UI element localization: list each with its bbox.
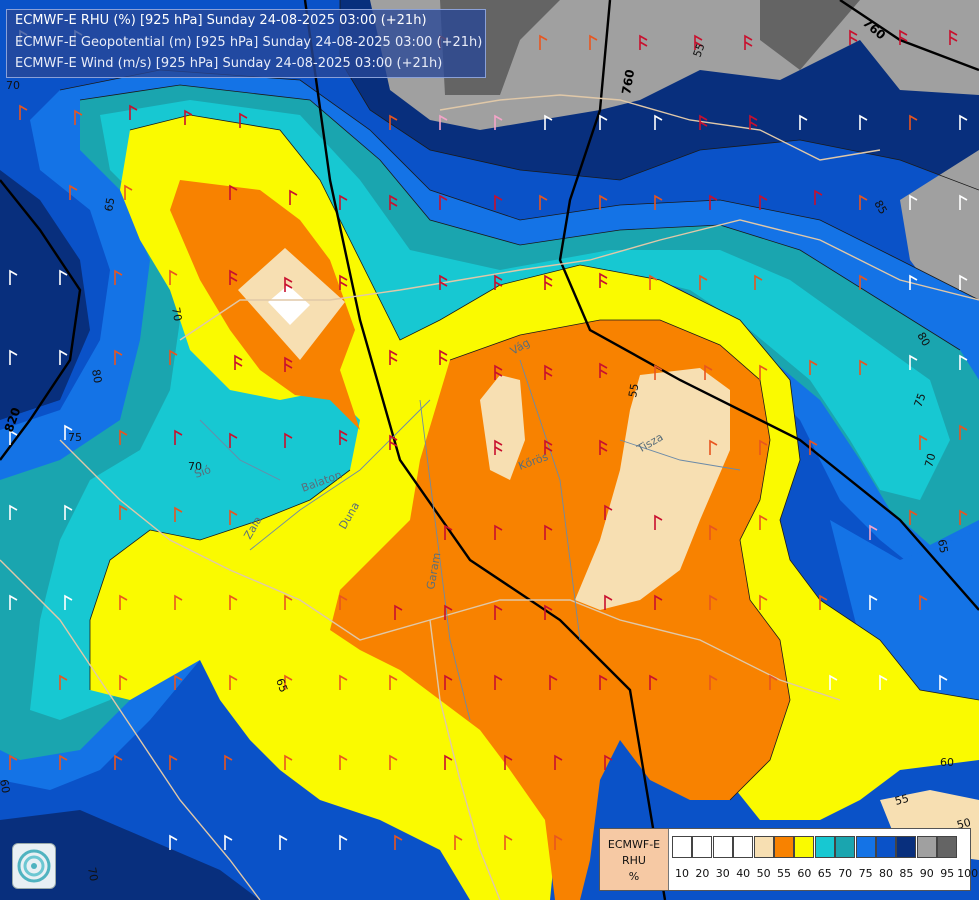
river-label: Garam	[424, 552, 443, 591]
geopotential-label: 760	[619, 68, 637, 95]
legend-swatch	[794, 836, 815, 858]
legend-swatches	[672, 836, 960, 858]
ecmwf-logo	[12, 843, 56, 889]
legend-variable: RHU	[622, 854, 646, 867]
rh-band-75-east	[830, 520, 979, 740]
contour-label: 80	[914, 330, 932, 349]
map-title-box: ECMWF-E RHU (%) [925 hPa] Sunday 24-08-2…	[6, 9, 486, 78]
rh-band-50-east	[575, 368, 730, 610]
legend-model: ECMWF-E	[607, 838, 661, 851]
legend-unit: %	[628, 870, 640, 883]
legend-swatch	[753, 836, 774, 858]
river-label: Sió	[193, 463, 213, 481]
rhu-legend: ECMWF-E RHU % 10 20 30 40 50 55 60 65 70 75 80 85 90…	[599, 828, 978, 891]
contour-label: 80	[89, 368, 104, 384]
legend-swatch	[876, 836, 896, 858]
legend-tick: 30	[715, 867, 730, 880]
legend-tick: 10	[675, 867, 689, 880]
rh-band-85-southwest	[0, 810, 260, 900]
contour-label: 75	[68, 431, 82, 444]
legend-swatch	[855, 836, 876, 858]
contour-label: 65	[273, 677, 290, 695]
contour-label: 60	[0, 778, 12, 794]
contour-label: 70	[6, 79, 20, 92]
contour-label: 65	[935, 538, 950, 554]
country-borders	[0, 94, 979, 900]
contour-label: 55	[893, 792, 910, 808]
legend-title: ECMWF-E RHU %	[600, 829, 669, 890]
swirl-icon	[17, 849, 51, 883]
rh-band-85-west	[0, 170, 90, 420]
contour-label: 55	[691, 41, 708, 59]
wind-barbs	[9, 29, 968, 850]
contour-label: 55	[626, 382, 641, 398]
legend-tick: 60	[797, 867, 812, 880]
legend-tick: 80	[879, 867, 893, 880]
legend-swatch	[814, 836, 835, 858]
legend-swatch	[774, 836, 794, 858]
legend-tick: 70	[838, 867, 853, 880]
rh-band-50-north	[480, 375, 525, 480]
rivers	[199, 359, 741, 721]
legend-swatch	[712, 836, 733, 858]
legend-tick: 75	[858, 867, 873, 880]
contour-label: 70	[169, 306, 184, 322]
legend-swatch	[896, 836, 917, 858]
contour-label: 50	[955, 816, 972, 832]
legend-tick: 95	[940, 867, 955, 880]
legend-tick: 85	[899, 867, 914, 880]
wind-title: ECMWF-E Wind (m/s) [925 hPa] Sunday 24-0…	[15, 56, 443, 71]
legend-swatch	[916, 836, 937, 858]
contour-label: 65	[102, 196, 117, 212]
rh-contour-lines	[59, 0, 979, 801]
rh-band-40-core	[268, 285, 310, 325]
rhu-contour-labels: 70 65 70 80 75 70 55 55 85 80 75 70 65 6…	[0, 41, 972, 882]
legend-tick: 65	[817, 867, 832, 880]
legend-tick: 50	[756, 867, 771, 880]
rh-band-95-northeast	[760, 0, 860, 70]
geopotential-title: ECMWF-E Geopotential (m) [925 hPa] Sunda…	[15, 35, 483, 50]
contour-label: 75	[912, 391, 929, 409]
legend-tick: 100	[957, 867, 979, 880]
contour-label: 60	[940, 756, 954, 769]
legend-swatch	[733, 836, 754, 858]
legend-tick: 20	[695, 867, 710, 880]
legend-tick: 55	[777, 867, 791, 880]
legend-swatch	[835, 836, 856, 858]
contour-label: 85	[871, 198, 889, 217]
rhu-title: ECMWF-E RHU (%) [925 hPa] Sunday 24-08-2…	[15, 13, 427, 28]
contour-label: 70	[85, 866, 100, 882]
legend-tick: 90	[919, 867, 934, 880]
legend-swatch	[937, 836, 958, 858]
contour-label: 70	[188, 460, 202, 473]
contour-label: 70	[922, 452, 938, 469]
legend-swatch	[672, 836, 692, 858]
legend-tick: 40	[736, 867, 751, 880]
legend-swatch	[692, 836, 713, 858]
